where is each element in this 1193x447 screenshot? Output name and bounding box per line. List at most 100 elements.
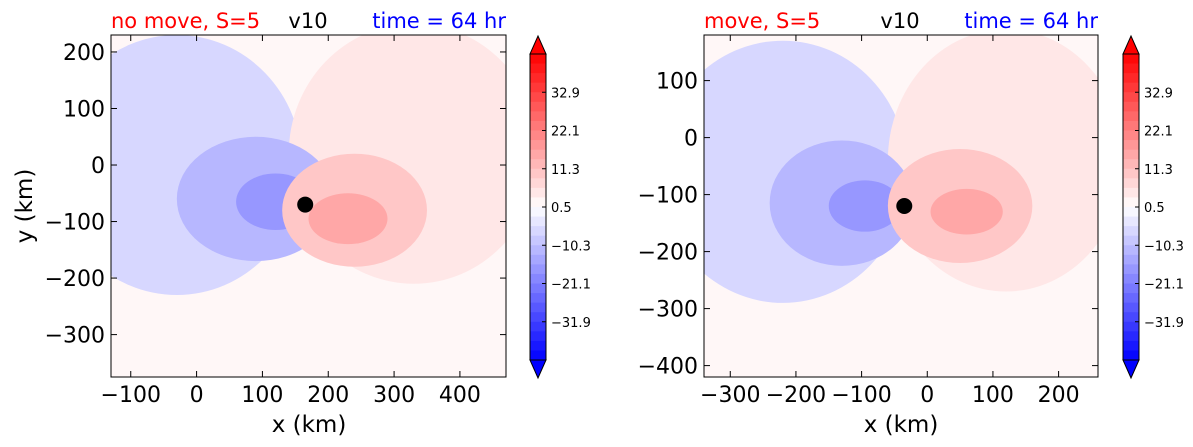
colorbar-band — [530, 140, 546, 151]
x-axis-label: x (km) — [272, 412, 347, 438]
colorbar-tick-label: −10.3 — [551, 239, 591, 254]
panel-title-right: time = 64 hr — [372, 9, 506, 33]
colorbar-band — [530, 130, 546, 141]
colorbar-band — [530, 54, 546, 65]
colorbar-band — [530, 283, 546, 294]
colorbar-band — [530, 82, 546, 93]
panel-no-move: −100 0 100 200 300 400 200 100 0 −100 −200 −300 no … — [12, 9, 507, 438]
x-tick-label: 0 — [190, 383, 204, 408]
colorbar-band — [530, 63, 546, 74]
colorbar-band — [1123, 187, 1139, 198]
colorbar-tick-label: 32.9 — [1144, 86, 1173, 101]
colorbar-band — [530, 111, 546, 122]
colorbar-band — [1123, 293, 1139, 304]
colorbar-band — [530, 302, 546, 313]
colorbar-band — [1123, 273, 1139, 284]
contour-region — [828, 180, 902, 232]
colorbar-band — [530, 149, 546, 160]
x-tick-label: 100 — [241, 383, 283, 408]
colorbar-band — [530, 331, 546, 342]
colorbar-extend-high — [1122, 34, 1140, 55]
colorbar-band — [530, 168, 546, 179]
x-tick-label: 200 — [307, 383, 349, 408]
colorbar-right: 32.9 22.1 11.3 0.5 −10.3 −21.1 −31.9 — [1122, 34, 1184, 380]
colorbar-band — [530, 293, 546, 304]
colorbar-band — [530, 187, 546, 198]
y-axis-label: y (km) — [12, 169, 38, 244]
colorbar-band — [1123, 63, 1139, 74]
colorbar-band — [1123, 130, 1139, 141]
x-tick-label: −100 — [831, 383, 891, 408]
colorbar-band — [530, 340, 546, 351]
contour-region — [930, 188, 1003, 235]
colorbar-band — [1123, 216, 1139, 227]
colorbar-band — [1123, 159, 1139, 170]
axis-ticks: −100 0 100 200 300 400 200 100 0 −100 −200 −300 — [45, 35, 506, 408]
x-tick-label: 0 — [920, 383, 934, 408]
colorbar-band — [1123, 350, 1139, 361]
colorbar-band — [1123, 140, 1139, 151]
colorbar-band — [1123, 264, 1139, 275]
x-tick-label: 200 — [1038, 383, 1080, 408]
y-tick-label: 100 — [63, 97, 105, 122]
contour-field — [111, 35, 506, 377]
colorbar-band — [530, 101, 546, 112]
colorbar-band — [1123, 245, 1139, 256]
x-tick-label: −200 — [766, 383, 826, 408]
colorbar-tick-label: −31.9 — [551, 316, 591, 331]
colorbar-tick-label: 0.5 — [551, 201, 572, 216]
y-tick-label: −100 — [45, 211, 105, 236]
colorbar-band — [530, 312, 546, 323]
x-tick-label: −100 — [101, 383, 161, 408]
colorbar-band — [530, 178, 546, 189]
colorbar-band — [1123, 92, 1139, 103]
colorbar-band — [1123, 235, 1139, 246]
plot-frame — [110, 34, 507, 378]
colorbar-band — [1123, 283, 1139, 294]
y-tick-label: 0 — [684, 127, 698, 152]
colorbar-band — [1123, 226, 1139, 237]
colorbar-band — [530, 197, 546, 208]
colorbar-band — [1123, 101, 1139, 112]
colorbar-band — [530, 207, 546, 218]
colorbar-band — [1123, 331, 1139, 342]
y-tick-label: 100 — [656, 70, 698, 95]
colorbar-band — [1123, 168, 1139, 179]
panel-title-right: time = 64 hr — [964, 9, 1098, 33]
y-tick-label: −300 — [638, 298, 698, 323]
contour-region — [308, 193, 388, 245]
colorbar-tick-label: −10.3 — [1144, 239, 1184, 254]
colorbar-extend-low — [1122, 359, 1140, 380]
y-tick-label: 0 — [91, 154, 105, 179]
colorbar-tick-label: 32.9 — [551, 86, 580, 101]
colorbar-band — [530, 92, 546, 103]
colorbar-band — [1123, 54, 1139, 65]
colorbar-band — [530, 226, 546, 237]
colorbar-tick-label: 11.3 — [551, 163, 580, 178]
plot-frame — [703, 34, 1099, 378]
y-tick-label: −400 — [638, 355, 698, 380]
colorbar-tick-label: 11.3 — [1144, 163, 1173, 178]
x-axis-label: x (km) — [864, 412, 939, 438]
colorbar-band — [530, 264, 546, 275]
colorbar-band — [530, 321, 546, 332]
y-tick-label: −200 — [638, 241, 698, 266]
colorbar-band — [530, 73, 546, 84]
colorbar-tick-label: −21.1 — [551, 278, 591, 293]
colorbar-band — [1123, 178, 1139, 189]
storm-center-marker — [297, 196, 314, 213]
contour-field — [704, 35, 1098, 377]
colorbar-band — [530, 273, 546, 284]
colorbar-band — [1123, 340, 1139, 351]
panel-title-center: v10 — [880, 9, 919, 33]
y-tick-label: −200 — [45, 267, 105, 292]
colorbar-tick-label: −21.1 — [1144, 278, 1184, 293]
colorbar-band — [1123, 82, 1139, 93]
colorbar-band — [530, 235, 546, 246]
x-tick-label: 300 — [373, 383, 415, 408]
x-tick-label: 400 — [439, 383, 481, 408]
panel-title-center: v10 — [288, 9, 327, 33]
colorbar-band — [1123, 73, 1139, 84]
